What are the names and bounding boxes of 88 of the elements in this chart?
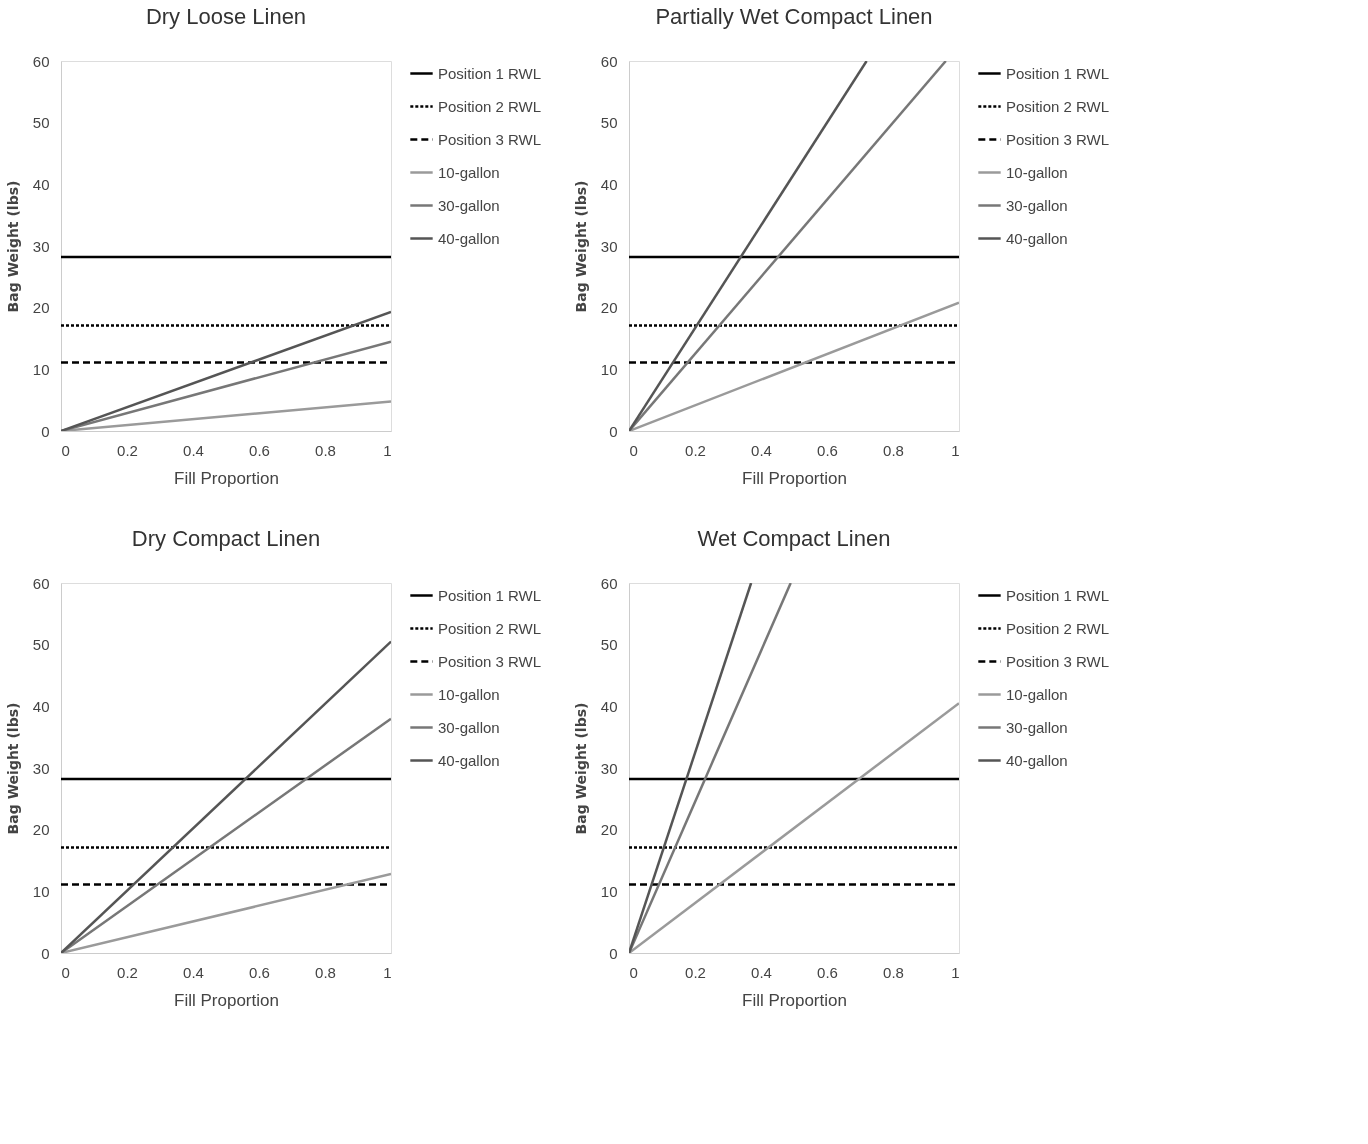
legend-label: 40-gallon <box>1006 751 1068 769</box>
x-tick-label: 1 <box>951 441 960 459</box>
x-tick-label: 0.8 <box>315 963 336 981</box>
y-tick-label: 20 <box>600 299 618 317</box>
x-tick-label: 0.8 <box>883 963 904 981</box>
y-tick-label: 30 <box>32 237 50 255</box>
legend-label: Position 1 RWL <box>1006 64 1110 82</box>
legend-label: Position 3 RWL <box>1006 652 1110 670</box>
x-tick-label: 0.4 <box>751 963 772 981</box>
legend-label: Position 3 RWL <box>438 130 542 148</box>
y-tick-label: 40 <box>600 697 618 715</box>
legend-label: 10-gallon <box>438 163 500 181</box>
x-tick-label: 0 <box>629 963 638 981</box>
legend-label: 10-gallon <box>1006 163 1068 181</box>
y-tick-label: 10 <box>32 882 50 900</box>
chart-title: Dry Loose Linen <box>145 4 307 29</box>
x-tick-label: 0 <box>629 441 638 459</box>
legend-label: 40-gallon <box>438 751 500 769</box>
legend-label: Position 3 RWL <box>1006 130 1110 148</box>
y-axis-title: Bag Weight (lbs) <box>572 702 589 835</box>
legend-label: 30-gallon <box>1006 196 1068 214</box>
y-tick-label: 60 <box>32 574 50 592</box>
y-tick-label: 20 <box>32 821 50 839</box>
legend-label: Position 2 RWL <box>1006 619 1110 637</box>
x-tick-label: 0.4 <box>751 441 772 459</box>
x-tick-label: 0.8 <box>315 441 336 459</box>
legend-label: Position 1 RWL <box>1006 586 1110 604</box>
y-tick-label: 50 <box>600 636 618 654</box>
y-tick-label: 60 <box>32 52 50 70</box>
legend-label: Position 2 RWL <box>438 619 542 637</box>
legend-label: Position 1 RWL <box>438 586 542 604</box>
x-tick-label: 1 <box>383 963 392 981</box>
x-tick-label: 0.2 <box>117 441 138 459</box>
y-tick-label: 30 <box>600 237 618 255</box>
y-tick-label: 50 <box>32 114 50 132</box>
legend-label: Position 1 RWL <box>438 64 542 82</box>
legend-label: 30-gallon <box>438 196 500 214</box>
legend-label: 30-gallon <box>1006 718 1068 736</box>
y-tick-label: 0 <box>609 422 618 440</box>
legend-label: Position 3 RWL <box>438 652 542 670</box>
x-axis-title: Fill Proportion <box>174 468 279 488</box>
x-tick-label: 0.6 <box>817 963 838 981</box>
chart-title: Wet Compact Linen <box>697 526 891 551</box>
y-tick-label: 0 <box>41 944 50 962</box>
y-tick-label: 10 <box>32 360 50 378</box>
y-tick-label: 30 <box>600 759 618 777</box>
legend-label: 10-gallon <box>438 685 500 703</box>
y-tick-label: 0 <box>41 422 50 440</box>
y-tick-label: 60 <box>600 574 618 592</box>
legend-label: 40-gallon <box>438 229 500 247</box>
y-tick-label: 30 <box>32 759 50 777</box>
x-tick-label: 0.4 <box>183 441 204 459</box>
y-tick-label: 10 <box>600 882 618 900</box>
legend-label: Position 2 RWL <box>1006 97 1110 115</box>
y-tick-label: 50 <box>32 636 50 654</box>
x-tick-label: 0.2 <box>685 963 706 981</box>
y-axis-title: Bag Weight (lbs) <box>4 180 21 313</box>
y-tick-label: 20 <box>32 299 50 317</box>
x-tick-label: 0.6 <box>249 441 270 459</box>
y-tick-label: 40 <box>32 697 50 715</box>
y-tick-label: 0 <box>609 944 618 962</box>
x-tick-label: 0.6 <box>249 963 270 981</box>
y-tick-label: 40 <box>600 175 618 193</box>
x-axis-title: Fill Proportion <box>174 990 279 1010</box>
y-axis-title: Bag Weight (lbs) <box>572 180 589 313</box>
legend-label: Position 2 RWL <box>438 97 542 115</box>
y-tick-label: 20 <box>600 821 618 839</box>
y-tick-label: 60 <box>600 52 618 70</box>
y-tick-label: 10 <box>600 360 618 378</box>
x-tick-label: 0 <box>61 963 70 981</box>
x-tick-label: 0 <box>61 441 70 459</box>
x-tick-label: 1 <box>951 963 960 981</box>
legend-label: 40-gallon <box>1006 229 1068 247</box>
x-axis-title: Fill Proportion <box>742 468 847 488</box>
x-tick-label: 0.6 <box>817 441 838 459</box>
x-tick-label: 0.8 <box>883 441 904 459</box>
legend-label: 30-gallon <box>438 718 500 736</box>
y-tick-label: 50 <box>600 114 618 132</box>
x-axis-title: Fill Proportion <box>742 990 847 1010</box>
x-tick-label: 0.2 <box>685 441 706 459</box>
x-tick-label: 0.4 <box>183 963 204 981</box>
chart-title: Dry Compact Linen <box>131 526 321 551</box>
chart-title: Partially Wet Compact Linen <box>655 4 933 29</box>
y-tick-label: 40 <box>32 175 50 193</box>
y-axis-title: Bag Weight (lbs) <box>4 702 21 835</box>
x-tick-label: 0.2 <box>117 963 138 981</box>
x-tick-label: 1 <box>383 441 392 459</box>
legend-label: 10-gallon <box>1006 685 1068 703</box>
